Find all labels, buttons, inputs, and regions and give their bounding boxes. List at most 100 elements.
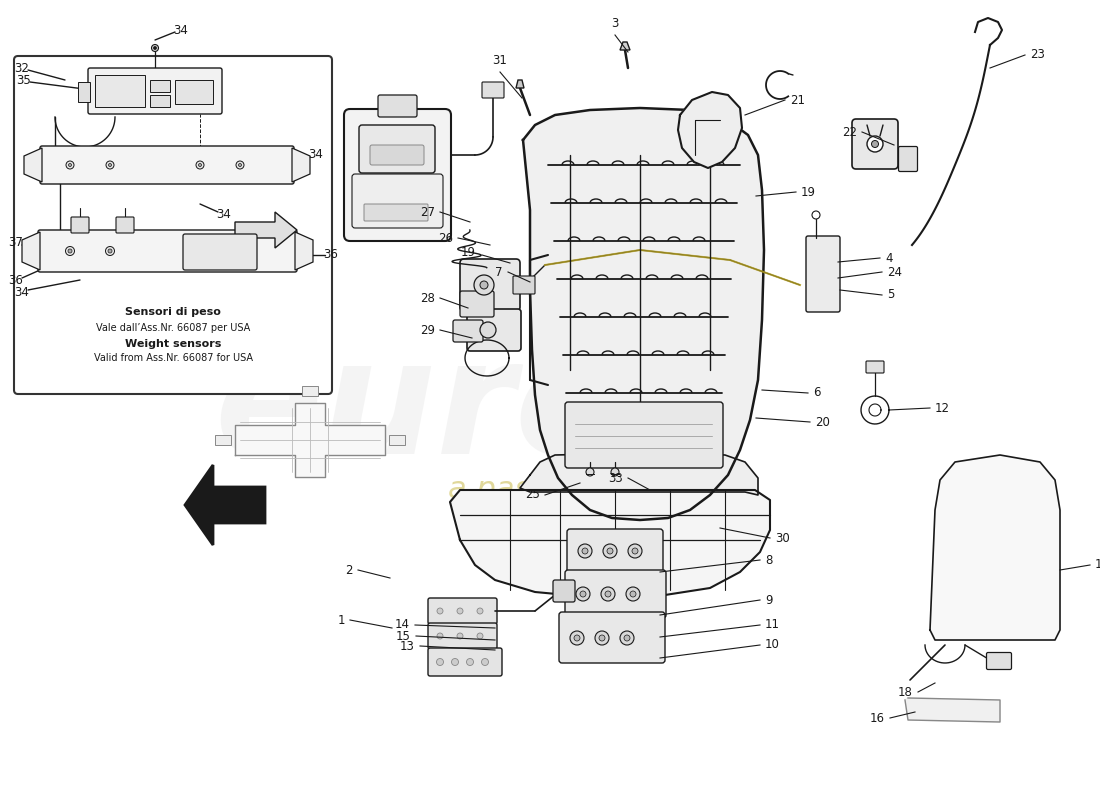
Circle shape	[451, 658, 459, 666]
FancyBboxPatch shape	[370, 145, 424, 165]
Polygon shape	[213, 487, 265, 523]
Circle shape	[236, 161, 244, 169]
Circle shape	[109, 163, 111, 166]
Text: 34: 34	[14, 286, 30, 298]
Circle shape	[605, 591, 610, 597]
Circle shape	[108, 249, 112, 253]
FancyBboxPatch shape	[344, 109, 451, 241]
Text: 34: 34	[174, 23, 188, 37]
Polygon shape	[295, 232, 313, 270]
Text: Valid from Ass.Nr. 66087 for USA: Valid from Ass.Nr. 66087 for USA	[94, 353, 253, 363]
Text: 29: 29	[420, 323, 434, 337]
Circle shape	[437, 608, 443, 614]
Polygon shape	[520, 453, 758, 495]
Text: 33: 33	[608, 471, 623, 485]
Circle shape	[600, 635, 605, 641]
Text: 23: 23	[1030, 49, 1045, 62]
Text: 24: 24	[887, 266, 902, 278]
FancyBboxPatch shape	[428, 623, 497, 649]
Text: 14: 14	[395, 618, 410, 631]
FancyBboxPatch shape	[566, 529, 663, 573]
Circle shape	[480, 281, 488, 289]
Circle shape	[632, 548, 638, 554]
FancyBboxPatch shape	[565, 402, 723, 468]
Circle shape	[576, 587, 590, 601]
Circle shape	[456, 608, 463, 614]
Circle shape	[482, 658, 488, 666]
FancyBboxPatch shape	[559, 612, 665, 663]
FancyBboxPatch shape	[468, 309, 521, 351]
Circle shape	[198, 163, 201, 166]
Circle shape	[466, 658, 473, 666]
Text: 34: 34	[309, 149, 323, 162]
Circle shape	[871, 141, 879, 147]
Text: 2: 2	[345, 563, 353, 577]
Circle shape	[570, 631, 584, 645]
Circle shape	[628, 544, 642, 558]
Polygon shape	[516, 80, 524, 88]
Text: 27: 27	[420, 206, 434, 218]
Polygon shape	[185, 465, 213, 545]
Text: 21: 21	[790, 94, 805, 106]
Circle shape	[582, 548, 588, 554]
Text: 19: 19	[461, 246, 476, 258]
FancyBboxPatch shape	[460, 259, 520, 311]
FancyBboxPatch shape	[72, 217, 89, 233]
FancyBboxPatch shape	[806, 236, 840, 312]
FancyBboxPatch shape	[866, 361, 884, 373]
FancyBboxPatch shape	[40, 146, 294, 184]
Text: 1: 1	[338, 614, 345, 626]
Polygon shape	[292, 148, 310, 182]
Circle shape	[812, 211, 820, 219]
Text: 16: 16	[870, 711, 886, 725]
Text: 32: 32	[14, 62, 30, 74]
Circle shape	[626, 587, 640, 601]
Bar	[214, 435, 231, 445]
Text: 19: 19	[801, 186, 816, 198]
Circle shape	[477, 608, 483, 614]
Text: 12: 12	[935, 402, 950, 414]
Polygon shape	[905, 698, 1000, 722]
Text: 18: 18	[898, 686, 913, 698]
Text: 35: 35	[16, 74, 32, 86]
Circle shape	[586, 468, 594, 476]
FancyBboxPatch shape	[88, 68, 222, 114]
Circle shape	[196, 161, 204, 169]
FancyBboxPatch shape	[428, 648, 502, 676]
Bar	[389, 435, 405, 445]
Text: 31: 31	[493, 54, 507, 67]
Bar	[95, 75, 145, 107]
Polygon shape	[185, 465, 265, 545]
Circle shape	[437, 633, 443, 639]
Circle shape	[624, 635, 630, 641]
Polygon shape	[930, 455, 1060, 640]
Text: a passion for...: a passion for...	[449, 475, 671, 505]
Circle shape	[152, 45, 158, 51]
Circle shape	[595, 631, 609, 645]
Text: 37: 37	[9, 237, 23, 250]
Circle shape	[578, 544, 592, 558]
Text: 8: 8	[764, 554, 772, 566]
Circle shape	[580, 591, 586, 597]
Polygon shape	[620, 42, 630, 50]
FancyBboxPatch shape	[899, 146, 917, 171]
Text: 15: 15	[396, 630, 411, 642]
Circle shape	[610, 468, 619, 476]
Circle shape	[867, 136, 883, 152]
Polygon shape	[522, 108, 764, 520]
FancyBboxPatch shape	[183, 234, 257, 270]
Circle shape	[106, 161, 114, 169]
Polygon shape	[678, 92, 743, 168]
Text: 9: 9	[764, 594, 772, 606]
Text: 17: 17	[1094, 558, 1100, 571]
Text: 36: 36	[323, 249, 339, 262]
Text: 36: 36	[9, 274, 23, 286]
FancyBboxPatch shape	[565, 570, 666, 618]
FancyBboxPatch shape	[14, 56, 332, 394]
Text: 6: 6	[813, 386, 821, 399]
FancyBboxPatch shape	[482, 82, 504, 98]
Circle shape	[66, 246, 75, 255]
Circle shape	[106, 246, 114, 255]
Circle shape	[239, 163, 242, 166]
Circle shape	[601, 587, 615, 601]
